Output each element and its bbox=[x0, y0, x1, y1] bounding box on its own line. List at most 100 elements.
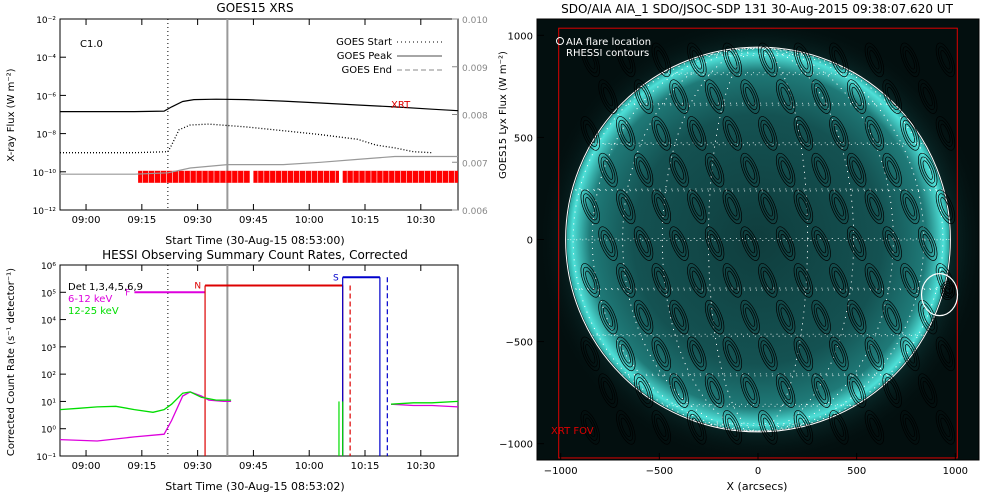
hessi-x-tick-label: 10:30 bbox=[406, 461, 435, 472]
goes-x-axis: 09:00 09:15 09:30 09:45 10:00 10:15 10:30 bbox=[72, 19, 435, 226]
rhessi-contour bbox=[585, 270, 596, 291]
rhessi-contour bbox=[831, 266, 847, 294]
rhessi-contour bbox=[620, 197, 631, 217]
rhessi-contour bbox=[689, 413, 705, 441]
rhessi-contour bbox=[687, 410, 707, 445]
rhessi-contour bbox=[742, 83, 758, 111]
rhessi-contour bbox=[758, 189, 778, 225]
rhessi-contour bbox=[831, 119, 847, 147]
rhessi-contour bbox=[603, 380, 614, 401]
rhessi-contour bbox=[687, 116, 707, 151]
grid-latitude bbox=[572, 188, 944, 192]
rhessi-contour bbox=[917, 79, 938, 114]
aia-x-tick-label: −500 bbox=[646, 466, 673, 477]
rhessi-contour bbox=[704, 152, 725, 188]
rhessi-contour bbox=[618, 340, 634, 368]
rhessi-contour bbox=[633, 299, 654, 335]
aia-y-axis: 1000 500 0 −500 −1000 bbox=[499, 31, 544, 451]
rhessi-contour bbox=[722, 410, 743, 445]
rhessi-contour bbox=[620, 123, 631, 144]
rhessi-contour bbox=[598, 299, 618, 335]
rhessi-contour bbox=[902, 46, 918, 74]
rhessi-contour bbox=[778, 230, 793, 258]
rhessi-contour bbox=[900, 116, 920, 151]
rhessi-contour bbox=[722, 336, 743, 372]
rhessi-contour bbox=[674, 86, 685, 107]
rhessi-contour bbox=[796, 340, 811, 368]
rhessi-contour bbox=[864, 410, 885, 445]
rhessi-contour bbox=[869, 197, 880, 217]
rhessi-contour bbox=[603, 86, 614, 107]
rhessi-contour bbox=[831, 193, 847, 221]
rhessi-contour bbox=[600, 303, 616, 331]
rhessi-contour bbox=[600, 230, 616, 258]
rhessi-contour bbox=[745, 233, 756, 254]
rhessi-contour bbox=[722, 189, 743, 225]
rhessi-flare-contour bbox=[941, 283, 954, 299]
rhessi-contour bbox=[920, 230, 936, 258]
rhessi-contour bbox=[669, 79, 689, 114]
rhessi-contour bbox=[618, 46, 634, 74]
grid-latitude bbox=[572, 287, 944, 291]
rhessi-contour bbox=[904, 270, 915, 291]
rhessi-contour bbox=[851, 307, 862, 327]
rhessi-contour bbox=[638, 86, 649, 107]
grid-latitude bbox=[622, 373, 894, 377]
goes-y-tick-label: 10⁻⁸ bbox=[36, 131, 56, 141]
rhessi-contour bbox=[651, 42, 672, 78]
rhessi-contour bbox=[938, 413, 953, 441]
rhessi-contour bbox=[902, 340, 918, 368]
rhessi-contour bbox=[742, 377, 758, 405]
rhessi-contour bbox=[691, 50, 702, 70]
rhessi-contour bbox=[758, 410, 778, 445]
rhessi-contour bbox=[580, 336, 600, 372]
rhessi-contour bbox=[760, 119, 776, 147]
rhessi-flare-contour bbox=[945, 287, 950, 295]
rhessi-contour bbox=[780, 380, 791, 401]
rhessi-contour bbox=[674, 160, 685, 180]
xrt-coverage-bar bbox=[253, 170, 339, 183]
rhessi-contour bbox=[585, 123, 596, 144]
rhessi-contour bbox=[707, 83, 722, 111]
rhessi-contour bbox=[633, 226, 654, 261]
rhessi-contour bbox=[687, 42, 707, 78]
rhessi-contour bbox=[796, 46, 811, 74]
aia-title: SDO/AIA AIA_1 SDO/JSOC-SDP 131 30-Aug-20… bbox=[561, 2, 953, 16]
xrt-coverage-bar bbox=[138, 170, 250, 183]
rhessi-contour bbox=[846, 79, 867, 114]
rhessi-flare-contour bbox=[943, 285, 952, 297]
legend-detectors: Det 1,3,4,5,6,9 bbox=[68, 282, 143, 293]
goes-y-tick-label: 10⁻⁴ bbox=[36, 54, 56, 64]
rhessi-contour bbox=[829, 116, 849, 151]
rhessi-contour bbox=[869, 270, 880, 291]
rhessi-contour bbox=[884, 377, 900, 405]
goes-y-axis: 10⁻² 10⁻⁴ 10⁻⁶ 10⁻⁸ 10⁻¹⁰ 10⁻¹² bbox=[33, 16, 66, 217]
rhessi-contour bbox=[669, 299, 689, 335]
rhessi-contour bbox=[780, 86, 791, 107]
rhessi-contour bbox=[653, 193, 669, 221]
legend-12-25kev: 12-25 keV bbox=[68, 306, 119, 317]
rhessi-contour bbox=[796, 413, 811, 441]
rhessi-contour bbox=[740, 79, 760, 114]
rhessi-contour bbox=[582, 266, 598, 294]
goes-y-tick-label: 10⁻¹² bbox=[33, 207, 57, 217]
rhessi-contour bbox=[760, 193, 776, 221]
rhessi-contour bbox=[816, 160, 827, 180]
rhessi-contour bbox=[616, 263, 636, 298]
rhessi-contour bbox=[922, 233, 933, 254]
rhessi-contour bbox=[653, 266, 669, 294]
aia-legend-flare: AIA flare location bbox=[566, 37, 651, 48]
rhessi-contour bbox=[671, 83, 687, 111]
rhessi-contour bbox=[760, 413, 776, 441]
rhessi-contour bbox=[904, 417, 915, 438]
rhessi-contour bbox=[727, 270, 738, 291]
goes-x-tick-label: 10:30 bbox=[406, 215, 435, 226]
aia-y-tick-label: 500 bbox=[514, 133, 533, 144]
rhessi-contour bbox=[780, 160, 791, 180]
rhessi-contour bbox=[603, 233, 614, 254]
rhessi-contour bbox=[633, 373, 654, 408]
hessi-plot-frame bbox=[59, 264, 459, 457]
rhessi-contour bbox=[917, 373, 938, 408]
rhessi-contour bbox=[811, 226, 831, 261]
